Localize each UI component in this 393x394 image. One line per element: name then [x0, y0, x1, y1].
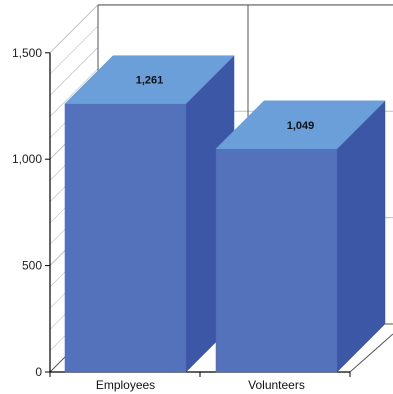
bar-top — [64, 55, 235, 104]
gridline-side — [49, 25, 99, 75]
chart-bars — [64, 55, 386, 373]
y-tick-label: 500 — [22, 259, 42, 273]
floor-right-edge — [349, 333, 393, 373]
data-label: 1,049 — [287, 120, 315, 132]
data-label: 1,261 — [136, 75, 164, 87]
gridline-side — [49, 4, 99, 54]
gridline-side — [49, 68, 99, 117]
y-tick-label: 1,500 — [12, 46, 42, 60]
x-tick-label: Employees — [96, 378, 155, 392]
x-tick-label: Volunteers — [248, 378, 305, 392]
y-tick-label: 1,000 — [12, 152, 42, 166]
chart-labels: 0 500 1,000 1,500 1,261 Employees 1,049 Volunte… — [12, 46, 314, 392]
bar — [215, 148, 338, 373]
gridline-side — [49, 47, 99, 96]
bar — [64, 103, 187, 373]
bar-top — [215, 100, 386, 150]
y-tick-label: 0 — [35, 365, 42, 379]
